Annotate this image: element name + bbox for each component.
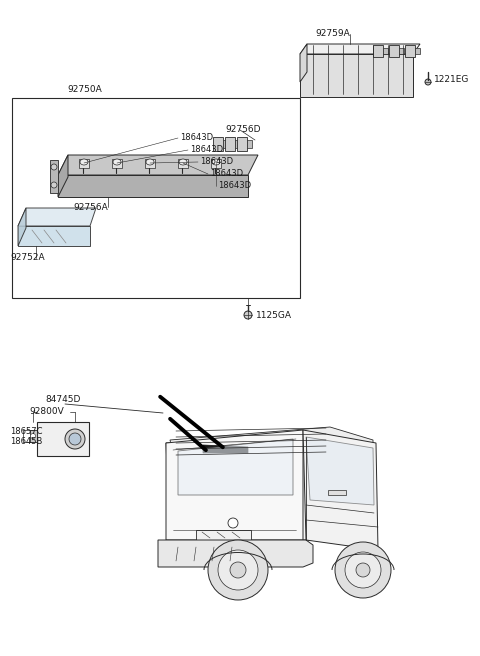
- Bar: [328, 490, 346, 495]
- Polygon shape: [303, 430, 378, 550]
- Polygon shape: [58, 155, 258, 175]
- Polygon shape: [300, 54, 413, 97]
- Bar: [213, 137, 223, 151]
- Text: 92750A: 92750A: [67, 85, 102, 94]
- Polygon shape: [18, 208, 26, 246]
- Circle shape: [356, 563, 370, 577]
- Circle shape: [65, 429, 85, 449]
- Text: 18643D: 18643D: [218, 182, 251, 190]
- Bar: [405, 45, 415, 57]
- Polygon shape: [178, 439, 293, 495]
- Text: 1221EG: 1221EG: [434, 75, 469, 85]
- Text: 18643D: 18643D: [180, 134, 213, 142]
- Bar: [223, 140, 228, 148]
- Text: 84745D: 84745D: [45, 396, 80, 405]
- Circle shape: [345, 552, 381, 588]
- Ellipse shape: [146, 159, 154, 165]
- Bar: [211, 159, 221, 168]
- Bar: [247, 140, 252, 148]
- Bar: [225, 137, 235, 151]
- Text: 92800V: 92800V: [29, 407, 64, 417]
- Circle shape: [425, 79, 431, 85]
- Circle shape: [208, 540, 268, 600]
- Bar: [415, 48, 420, 54]
- Bar: [389, 45, 399, 57]
- Text: 18643D: 18643D: [190, 146, 223, 155]
- Bar: [37, 422, 89, 456]
- Circle shape: [31, 434, 36, 438]
- Polygon shape: [158, 540, 313, 567]
- Text: 18657C: 18657C: [10, 428, 43, 436]
- Ellipse shape: [113, 159, 121, 165]
- Bar: [373, 45, 383, 57]
- Polygon shape: [18, 208, 96, 226]
- Circle shape: [335, 542, 391, 598]
- Polygon shape: [58, 175, 248, 197]
- Text: 92756D: 92756D: [225, 125, 261, 134]
- Text: 18643D: 18643D: [200, 157, 233, 167]
- Polygon shape: [170, 427, 373, 465]
- Bar: [79, 159, 89, 168]
- Polygon shape: [50, 160, 58, 193]
- Text: 92759A: 92759A: [315, 30, 350, 39]
- Ellipse shape: [80, 159, 88, 165]
- Circle shape: [228, 518, 238, 528]
- Circle shape: [51, 182, 57, 188]
- Polygon shape: [58, 155, 68, 197]
- Bar: [112, 159, 122, 168]
- Bar: [178, 159, 188, 168]
- Polygon shape: [300, 44, 420, 54]
- Bar: [145, 159, 155, 168]
- Circle shape: [244, 311, 252, 319]
- Polygon shape: [18, 226, 90, 246]
- Ellipse shape: [212, 159, 220, 165]
- Bar: [30, 430, 37, 442]
- Circle shape: [51, 164, 57, 170]
- Ellipse shape: [179, 159, 187, 165]
- Polygon shape: [300, 44, 307, 82]
- Polygon shape: [166, 430, 376, 540]
- Circle shape: [218, 550, 258, 590]
- Bar: [383, 48, 388, 54]
- Text: 92756A: 92756A: [73, 203, 108, 211]
- Bar: [196, 530, 251, 540]
- Circle shape: [230, 562, 246, 578]
- Bar: [399, 48, 404, 54]
- Text: 18645B: 18645B: [10, 438, 42, 447]
- Polygon shape: [203, 445, 248, 453]
- Bar: [235, 140, 240, 148]
- Circle shape: [69, 433, 81, 445]
- Text: 18643D: 18643D: [210, 169, 243, 178]
- Polygon shape: [306, 437, 374, 505]
- Bar: [237, 137, 247, 151]
- Polygon shape: [166, 430, 303, 540]
- Bar: [12, 98, 300, 298]
- Text: 1125GA: 1125GA: [256, 310, 292, 319]
- Text: 92752A: 92752A: [10, 253, 45, 262]
